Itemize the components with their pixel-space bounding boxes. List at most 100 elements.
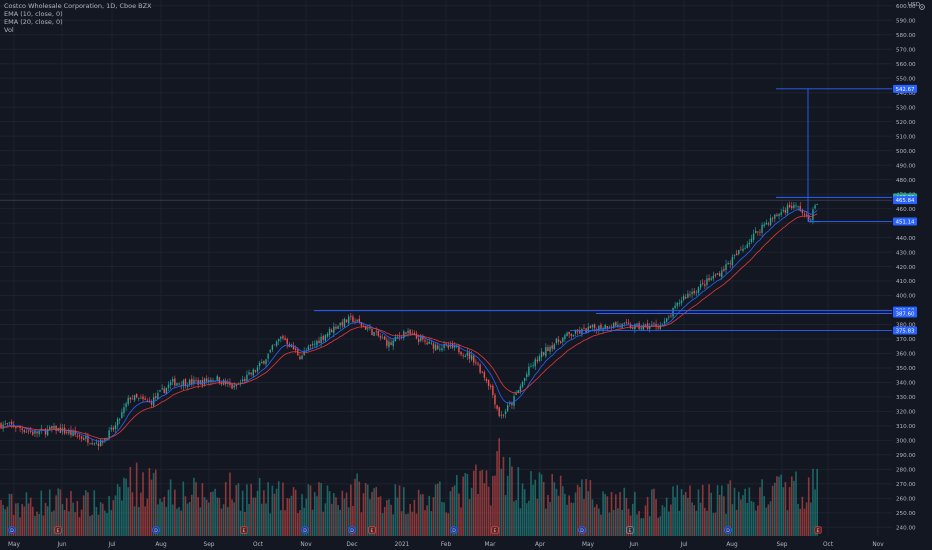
time-axis[interactable]: May Jun Jul Aug Sep Oct Nov Dec 2021 Feb Mar Apr May… <box>8 542 884 548</box>
candle-body <box>504 411 507 415</box>
candle-body <box>201 380 204 386</box>
volume-bar <box>114 495 117 536</box>
volume-bar <box>286 498 288 536</box>
volume-legend[interactable]: Vol <box>4 26 14 34</box>
candle-body <box>53 425 55 429</box>
volume-bar <box>48 489 51 536</box>
ema20-legend[interactable]: EMA (20, close, 0) <box>4 18 63 26</box>
candle-body <box>155 396 157 398</box>
x-tick-label: Nov <box>872 542 884 548</box>
horizontal-levels[interactable] <box>0 88 892 331</box>
volume-bar <box>767 504 770 536</box>
price-axis[interactable]: 240.00 250.00 260.00 270.00 280.00 290.00 300.… <box>896 2 920 532</box>
candle-body <box>765 222 768 225</box>
candle-body <box>721 270 723 278</box>
candle-body <box>549 346 551 352</box>
volume-bar <box>193 477 195 536</box>
volume-bar <box>169 479 172 536</box>
candle-body <box>396 336 399 338</box>
candle-body <box>801 209 804 213</box>
candle-body <box>642 325 645 330</box>
volume-bar <box>678 510 681 536</box>
candle-body <box>415 333 418 339</box>
dividend-circle <box>724 526 732 534</box>
dividend-circle <box>152 526 160 534</box>
candle-body <box>453 345 456 348</box>
volume-bar <box>786 510 789 536</box>
candle-body <box>420 337 422 341</box>
candle-body <box>468 351 471 359</box>
candle-body <box>235 384 238 387</box>
price-tag-label: 387.60 <box>896 311 915 317</box>
volume-bar <box>570 502 573 536</box>
volume-bar <box>691 502 693 536</box>
volume-bar <box>483 483 486 536</box>
event-marker-label: D <box>154 528 158 534</box>
candle-body <box>693 291 695 294</box>
volume-bar <box>358 481 361 536</box>
candle-body <box>93 443 95 445</box>
volume-bar <box>439 481 441 536</box>
volume-bar <box>252 497 255 536</box>
candle-body <box>290 344 293 348</box>
volume-bar <box>227 507 229 536</box>
candle-body <box>331 330 333 333</box>
price-tag-label: 451.14 <box>896 219 915 225</box>
candle-body <box>343 318 346 327</box>
candle-body <box>309 345 312 346</box>
candle-body <box>755 230 757 234</box>
volume-bar <box>693 505 696 536</box>
candle-body <box>744 248 746 250</box>
volume-bar <box>25 492 28 536</box>
candle-body <box>167 384 170 388</box>
symbol-title[interactable]: Costco Wholesale Corporation, 1D, Cboe B… <box>4 2 152 10</box>
ema10-legend[interactable]: EMA (10, close, 0) <box>4 10 63 18</box>
earnings-marker-icon: E <box>626 526 634 534</box>
candle-body <box>127 397 129 405</box>
volume-bar <box>188 501 191 536</box>
earnings-square <box>814 526 822 534</box>
candle-body <box>702 283 704 284</box>
volume-bar <box>15 503 17 536</box>
volume-bar <box>757 505 759 536</box>
volume-bar <box>201 483 204 536</box>
candle-body <box>456 346 458 348</box>
volume-bar <box>288 498 291 536</box>
candle-body <box>205 378 208 382</box>
volume-bar <box>297 513 299 536</box>
candle-body <box>475 362 477 364</box>
volume-bar <box>549 502 551 536</box>
volume-bar <box>774 482 776 536</box>
volume-bar <box>72 502 74 536</box>
volume-bar <box>540 474 543 536</box>
candle-body <box>515 393 517 395</box>
volume-bar <box>411 511 414 536</box>
candle-body <box>405 332 407 334</box>
candle-body <box>485 378 488 381</box>
y-tick-label: 290.00 <box>896 453 916 459</box>
candle-body <box>256 367 259 372</box>
candle-body <box>119 419 121 421</box>
volume-bar <box>479 470 481 536</box>
candle-body <box>116 419 119 426</box>
event-marker-label: D <box>580 528 584 534</box>
volume-bar <box>118 486 121 536</box>
candle-body <box>159 390 161 392</box>
volume-bar <box>494 475 496 536</box>
volume-bar <box>591 499 594 536</box>
settings-icon[interactable] <box>918 3 926 11</box>
volume-bar <box>742 495 744 536</box>
candle-body <box>373 331 375 337</box>
candle-body <box>246 374 248 381</box>
volume-bar <box>345 492 348 536</box>
volume-bar <box>574 492 577 536</box>
volume-bar <box>23 506 26 536</box>
volume-bar <box>57 488 60 536</box>
candle-body <box>364 325 367 330</box>
candle-body <box>473 355 475 363</box>
candle-body <box>617 324 619 327</box>
volume-bar <box>174 489 176 536</box>
volume-bar <box>65 498 68 536</box>
